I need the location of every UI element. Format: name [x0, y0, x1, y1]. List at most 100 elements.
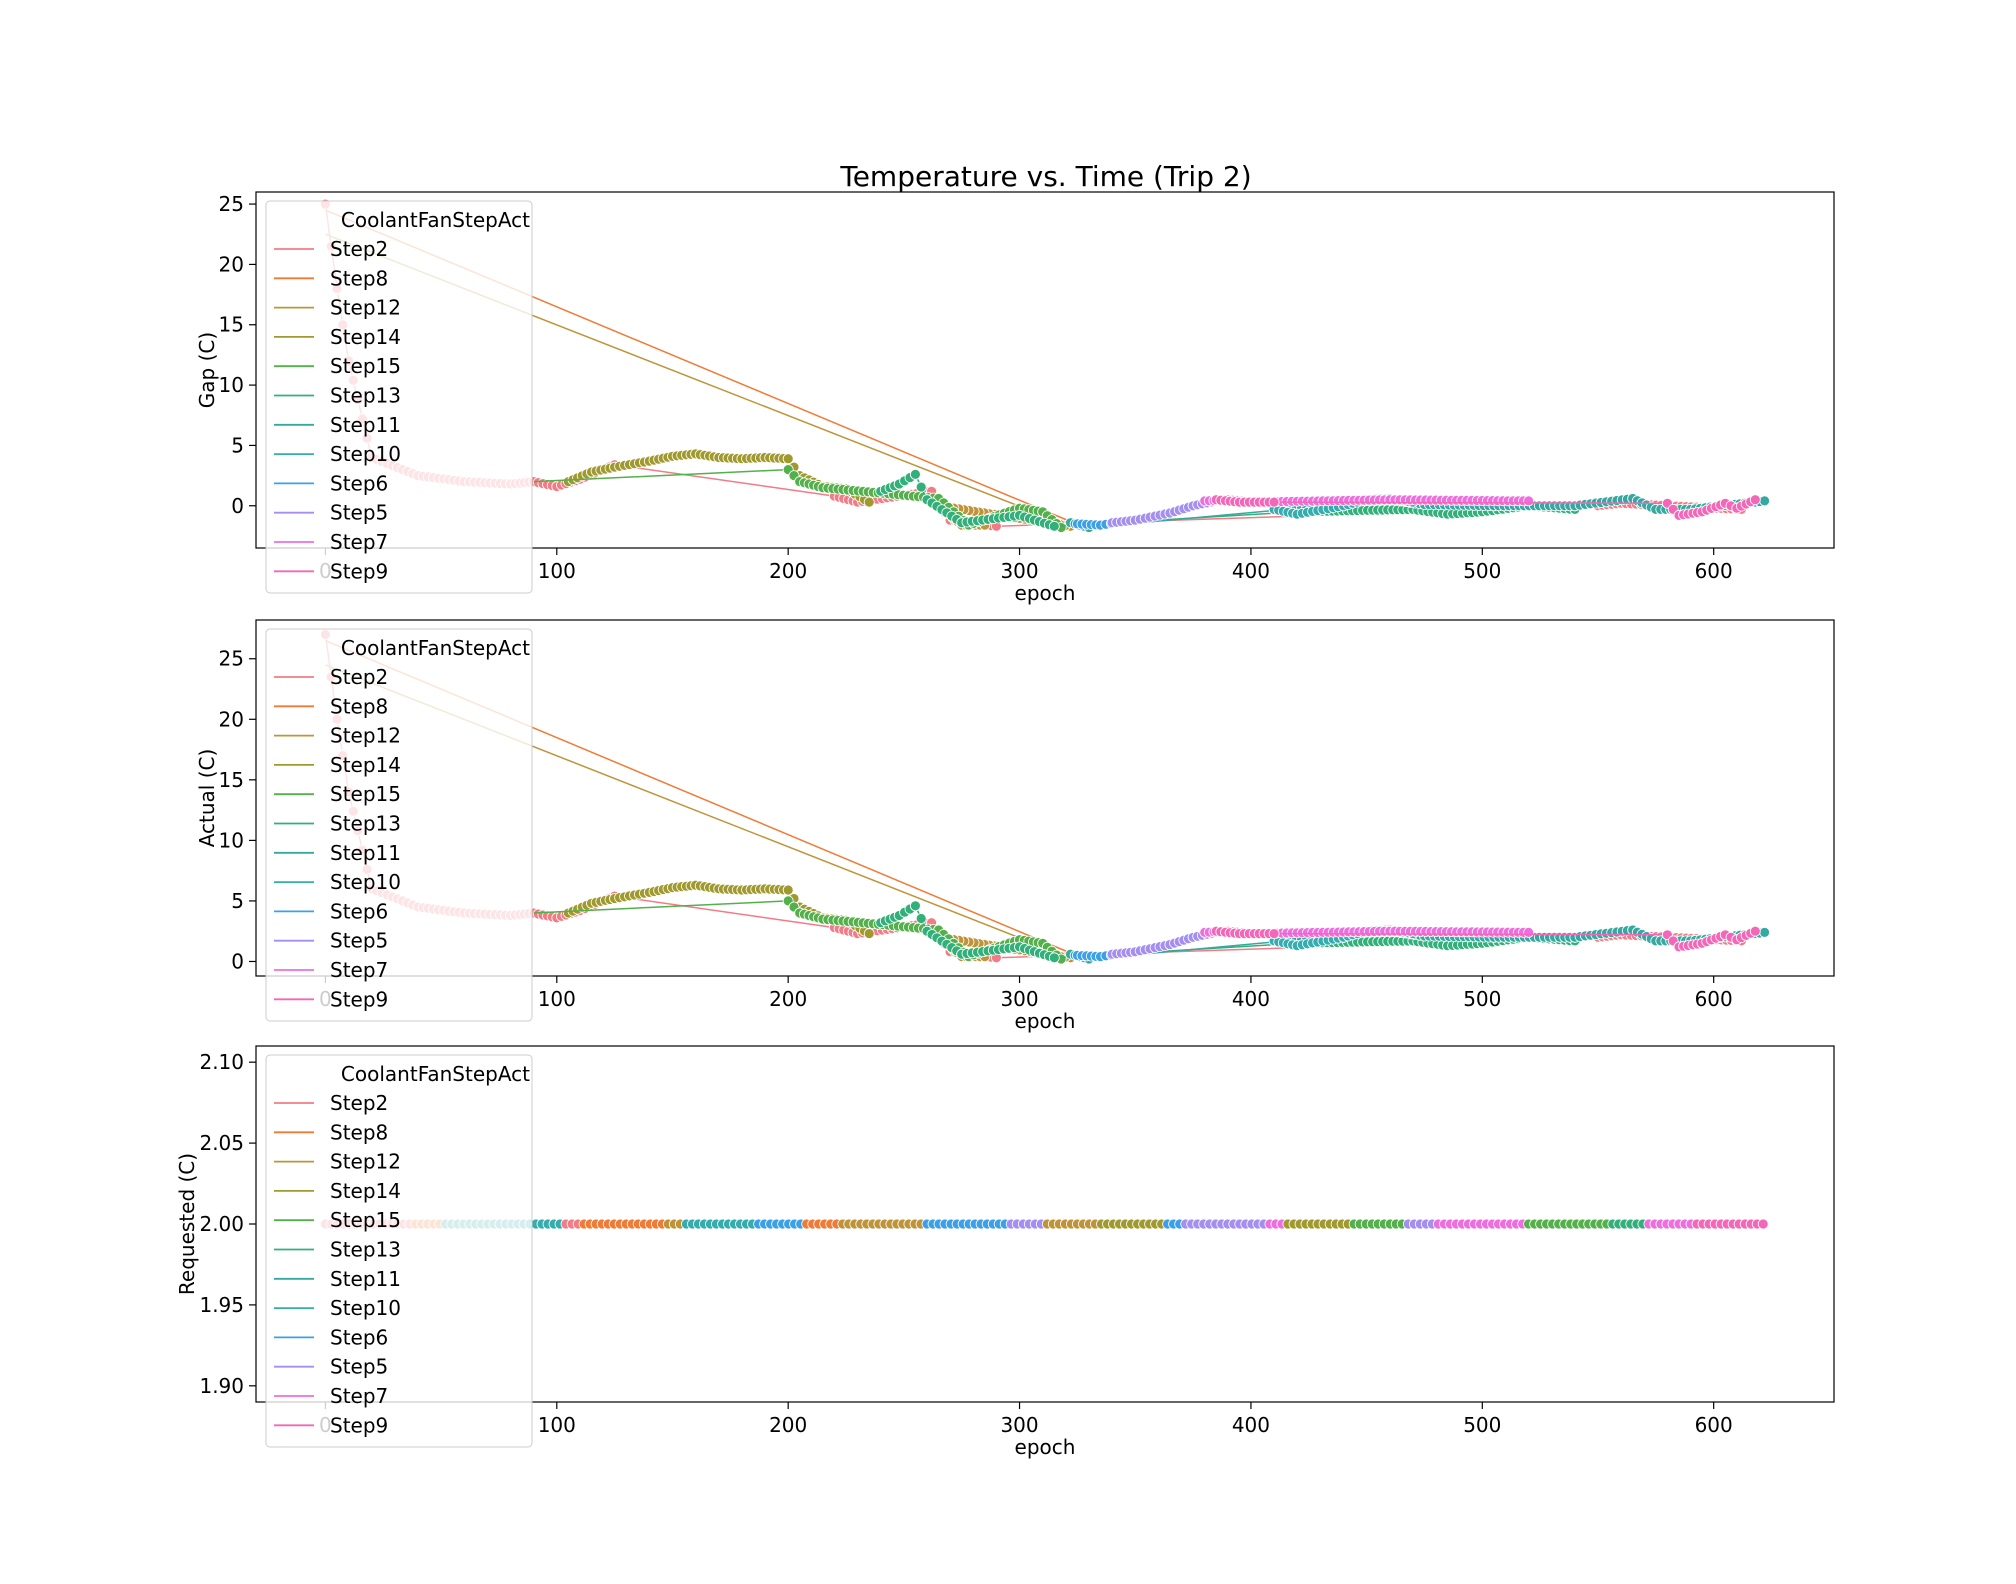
legend-item-step15: Step15 — [330, 1208, 401, 1232]
legend-item-step7: Step7 — [330, 958, 388, 982]
legend-item-step8: Step8 — [330, 694, 388, 718]
legend-item-step2: Step2 — [330, 237, 388, 261]
y-tick-label: 5 — [231, 889, 244, 913]
x-tick-label: 600 — [1695, 987, 1733, 1011]
legend-item-step7: Step7 — [330, 530, 388, 554]
x-tick-label: 400 — [1232, 987, 1270, 1011]
legend-item-step2: Step2 — [330, 1091, 388, 1115]
legend-item-step10: Step10 — [330, 442, 401, 466]
legend-item-step15: Step15 — [330, 782, 401, 806]
subplot-1: 01002003004005006000510152025epochGap (C… — [195, 191, 1835, 605]
legend-title: CoolantFanStepAct — [341, 208, 530, 232]
legend: CoolantFanStepAct Step2 Step8 Step12 Step14 S… — [265, 628, 533, 1022]
data-point — [1268, 496, 1280, 508]
x-axis-label: epoch — [1015, 581, 1076, 605]
legend-item-step11: Step11 — [330, 413, 401, 437]
data-point — [782, 453, 794, 465]
figure-title: Temperature vs. Time (Trip 2) — [839, 160, 1251, 193]
y-tick-label: 20 — [219, 252, 244, 276]
y-axis-label: Actual (C) — [195, 749, 219, 848]
legend-item-step6: Step6 — [330, 899, 388, 923]
legend-item-step5: Step5 — [330, 929, 388, 953]
y-tick-label: 0 — [231, 494, 244, 518]
data-point — [1749, 494, 1761, 506]
y-tick-label: 5 — [231, 433, 244, 457]
legend-box — [265, 200, 533, 594]
data-point — [1268, 928, 1280, 939]
y-tick-label: 2.10 — [199, 1050, 244, 1074]
x-tick-label: 200 — [769, 987, 807, 1011]
plot-area — [319, 198, 1770, 533]
data-point — [1048, 520, 1060, 532]
legend-item-step15: Step15 — [330, 354, 401, 378]
subplot-3: 01002003004005006001.901.952.002.052.10e… — [175, 1045, 1835, 1459]
legend-item-step14: Step14 — [330, 753, 401, 777]
data-point — [1048, 952, 1060, 964]
data-point — [910, 468, 921, 480]
legend-item-step5: Step5 — [330, 501, 388, 525]
legend-item-step10: Step10 — [330, 1296, 401, 1320]
legend-item-step9: Step9 — [330, 987, 388, 1011]
x-tick-label: 500 — [1463, 1413, 1501, 1437]
y-tick-label: 25 — [219, 647, 244, 671]
legend-item-step11: Step11 — [330, 1267, 401, 1291]
x-tick-label: 300 — [1000, 987, 1038, 1011]
data-point — [915, 481, 927, 493]
x-tick-label: 100 — [538, 1413, 576, 1437]
data-point — [1523, 927, 1534, 938]
x-tick-label: 500 — [1463, 559, 1501, 583]
data-point — [1523, 495, 1534, 507]
data-point — [910, 900, 921, 912]
data-point — [782, 884, 794, 896]
data-point — [1759, 927, 1770, 938]
legend-item-step13: Step13 — [330, 1238, 401, 1262]
x-tick-label: 600 — [1695, 559, 1733, 583]
legend-item-step5: Step5 — [330, 1355, 388, 1379]
legend-item-step8: Step8 — [330, 1120, 388, 1144]
legend-item-step11: Step11 — [330, 841, 401, 865]
y-tick-label: 25 — [219, 192, 244, 216]
plot-area — [319, 1218, 1769, 1230]
y-tick-label: 10 — [219, 373, 244, 397]
x-tick-label: 400 — [1232, 559, 1270, 583]
plot-area — [319, 629, 1770, 965]
data-point — [915, 913, 927, 924]
y-tick-label: 15 — [219, 313, 244, 337]
data-point — [1759, 495, 1770, 507]
legend-item-step12: Step12 — [330, 724, 401, 748]
x-tick-label: 600 — [1695, 1413, 1733, 1437]
y-axis-label: Requested (C) — [175, 1153, 199, 1295]
legend-item-step14: Step14 — [330, 1179, 401, 1203]
y-axis-label: Gap (C) — [195, 332, 219, 408]
subplot-2: 01002003004005006000510152025epochActual… — [195, 619, 1835, 1033]
legend-item-step13: Step13 — [330, 384, 401, 408]
y-tick-label: 1.90 — [199, 1374, 244, 1398]
y-tick-label: 0 — [231, 949, 244, 973]
x-tick-label: 500 — [1463, 987, 1501, 1011]
legend-item-step9: Step9 — [330, 1413, 388, 1437]
y-tick-label: 10 — [219, 828, 244, 852]
legend-title: CoolantFanStepAct — [341, 1062, 530, 1086]
data-point — [1757, 1218, 1769, 1230]
y-tick-label: 1.95 — [199, 1293, 244, 1317]
legend-title: CoolantFanStepAct — [341, 636, 530, 660]
data-point — [863, 928, 875, 939]
legend-item-step6: Step6 — [330, 1325, 388, 1349]
axes-frame — [255, 619, 1835, 977]
legend-item-step2: Step2 — [330, 665, 388, 689]
x-tick-label: 300 — [1000, 1413, 1038, 1437]
legend-item-step9: Step9 — [330, 559, 388, 583]
legend: CoolantFanStepAct Step2 Step8 Step12 Step14 S… — [265, 200, 533, 594]
legend-item-step12: Step12 — [330, 296, 401, 320]
x-tick-label: 200 — [769, 559, 807, 583]
legend-item-step10: Step10 — [330, 870, 401, 894]
legend-item-step13: Step13 — [330, 812, 401, 836]
x-axis-label: epoch — [1015, 1009, 1076, 1033]
legend-box — [265, 628, 533, 1022]
x-tick-label: 300 — [1000, 559, 1038, 583]
legend-item-step8: Step8 — [330, 266, 388, 290]
x-tick-label: 400 — [1232, 1413, 1270, 1437]
axes-frame — [255, 191, 1835, 549]
x-tick-label: 100 — [538, 987, 576, 1011]
